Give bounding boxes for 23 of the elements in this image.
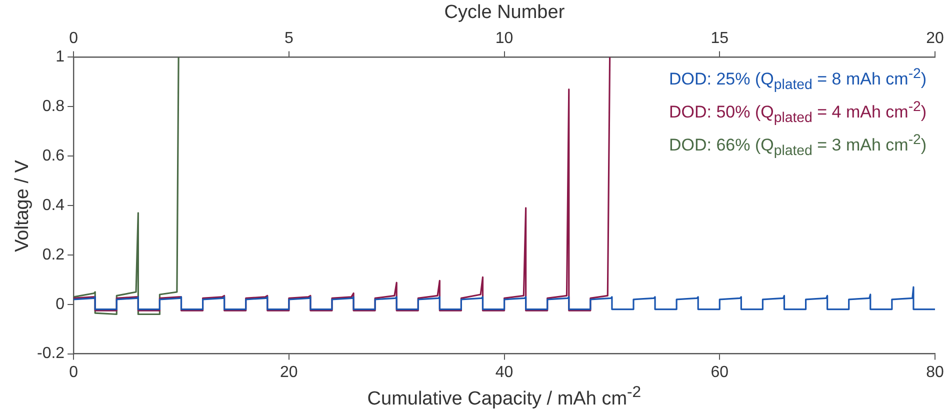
x2-tick-label: 15 [710,30,729,48]
y-tick-label: 0 [56,296,65,313]
x-axis-title: Cumulative Capacity / mAh cm$^{-2}$ [367,384,642,410]
text: DOD: 66% (Q$_{plated}$ = 3 mAh cm$^{-2}$) [669,131,927,162]
x-tick-label: 80 [926,364,944,381]
y-tick-label: -0.2 [36,345,65,362]
y-tick-label: 0.8 [42,98,65,116]
text: DOD: 25% (Q$_{plated}$ = 8 mAh cm$^{-2}$) [669,65,927,96]
x2-axis-title: Cycle Number [444,2,565,24]
x-tick-label: 0 [69,364,78,381]
y-tick-label: 0.6 [42,147,65,164]
text: DOD: 50% (Q$_{plated}$ = 4 mAh cm$^{-2}$) [669,98,927,128]
x2-tick-label: 0 [69,30,78,48]
y-axis-title: Voltage / V [12,160,34,252]
x2-tick-label: 20 [926,30,944,48]
x2-tick-label: 10 [495,30,514,48]
y-tick-label: 1 [56,48,65,66]
y-tick-label: 0.4 [42,196,65,214]
x-tick-label: 40 [495,364,514,381]
x-tick-label: 60 [710,364,729,381]
x-tick-label: 20 [280,364,298,381]
y-tick-label: 0.2 [42,246,65,264]
x2-tick-label: 5 [284,30,294,48]
